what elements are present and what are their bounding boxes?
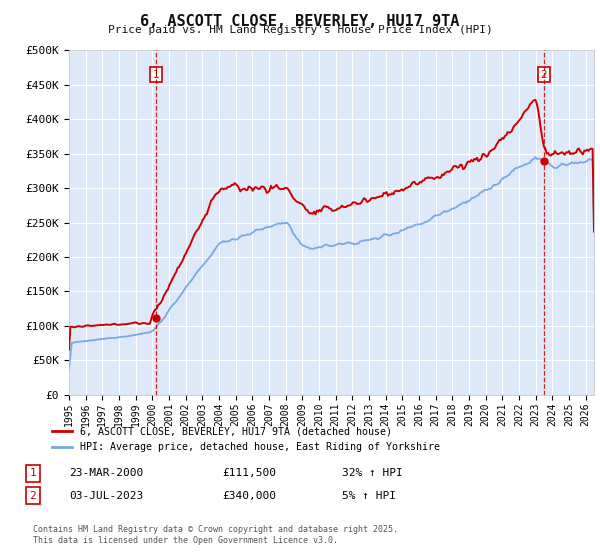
Text: 03-JUL-2023: 03-JUL-2023 — [69, 491, 143, 501]
Text: £111,500: £111,500 — [222, 468, 276, 478]
Text: 6, ASCOTT CLOSE, BEVERLEY, HU17 9TA: 6, ASCOTT CLOSE, BEVERLEY, HU17 9TA — [140, 14, 460, 29]
Text: £340,000: £340,000 — [222, 491, 276, 501]
Text: 1: 1 — [29, 468, 37, 478]
Text: 5% ↑ HPI: 5% ↑ HPI — [342, 491, 396, 501]
Text: Contains HM Land Registry data © Crown copyright and database right 2025.
This d: Contains HM Land Registry data © Crown c… — [33, 525, 398, 545]
Text: Price paid vs. HM Land Registry's House Price Index (HPI): Price paid vs. HM Land Registry's House … — [107, 25, 493, 35]
Text: 2: 2 — [29, 491, 37, 501]
Legend: 6, ASCOTT CLOSE, BEVERLEY, HU17 9TA (detached house), HPI: Average price, detach: 6, ASCOTT CLOSE, BEVERLEY, HU17 9TA (det… — [48, 422, 444, 456]
Text: 32% ↑ HPI: 32% ↑ HPI — [342, 468, 403, 478]
Text: 23-MAR-2000: 23-MAR-2000 — [69, 468, 143, 478]
Text: 2: 2 — [541, 69, 547, 80]
Text: 1: 1 — [152, 69, 160, 80]
